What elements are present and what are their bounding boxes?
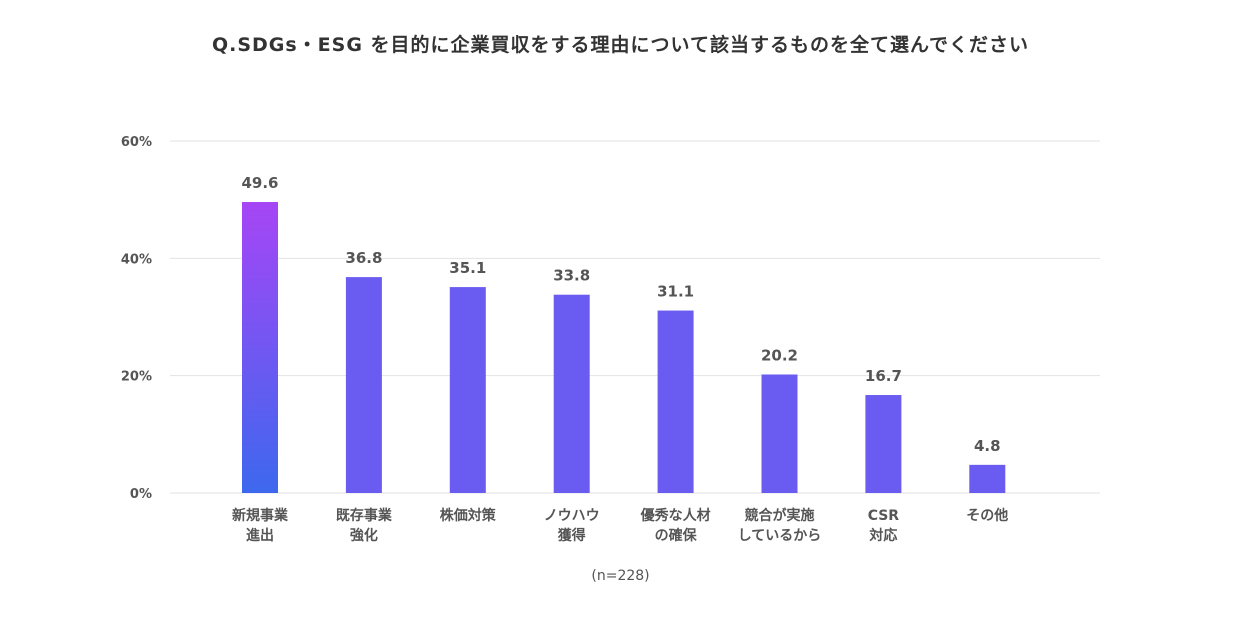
x-category-label: 競合が実施しているから — [738, 507, 822, 544]
bar — [865, 395, 902, 493]
y-tick-label: 40% — [121, 252, 152, 267]
x-axis-labels: 新規事業進出 既存事業強化 株価対策 ノウハウ獲得 優秀な人材の確保競合が実施しているか… — [232, 507, 1008, 544]
grid-lines — [170, 140, 1100, 494]
bar — [449, 287, 486, 493]
bar — [345, 277, 382, 493]
value-labels: 49.6 36.8 35.1 33.8 31.1 20.2 16.7 4.8 — [241, 174, 1000, 455]
y-tick-label: 60% — [121, 135, 152, 150]
x-category-label: CSR 対応 — [868, 508, 900, 544]
value-label: 20.2 — [761, 346, 798, 364]
value-label: 33.8 — [553, 267, 590, 285]
bars — [242, 202, 1006, 493]
x-category-label: 優秀な人材の確保 — [640, 507, 711, 544]
value-label: 35.1 — [449, 259, 486, 277]
x-category-label: ノウハウ獲得 — [544, 508, 600, 544]
x-category-label: その他 — [966, 507, 1008, 524]
y-axis-ticks: 0% 20% 40% 60% — [121, 135, 152, 502]
chart-title: Q.SDGs・ESG を目的に企業買収をする理由について該当するものを全て選んで… — [211, 34, 1030, 56]
x-category-label: 新規事業進出 — [232, 507, 289, 544]
sample-size-note: (n=228) — [591, 568, 650, 584]
value-label: 36.8 — [345, 249, 382, 267]
bar — [242, 202, 278, 493]
bar — [553, 294, 590, 493]
bar — [761, 374, 798, 493]
value-label: 16.7 — [865, 367, 902, 385]
y-tick-label: 20% — [121, 370, 152, 385]
bar — [657, 310, 694, 493]
x-category-label: 既存事業強化 — [336, 507, 393, 544]
y-tick-label: 0% — [130, 487, 152, 502]
value-label: 31.1 — [657, 283, 694, 301]
value-label: 49.6 — [241, 174, 278, 192]
value-label: 4.8 — [974, 437, 1001, 455]
x-category-label: 株価対策 — [440, 507, 497, 524]
bar — [969, 464, 1006, 493]
